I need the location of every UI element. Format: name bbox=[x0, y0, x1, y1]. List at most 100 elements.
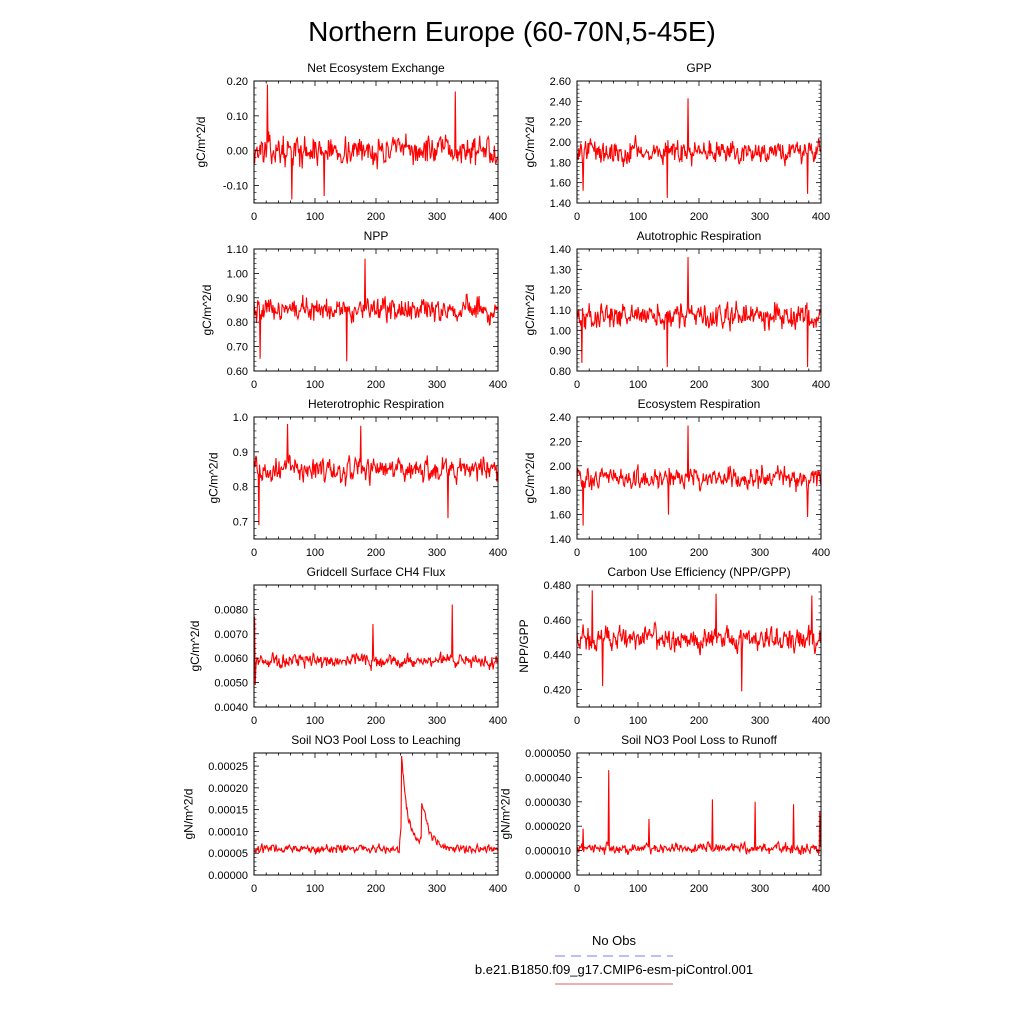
y-tick-label: 1.80 bbox=[550, 485, 571, 497]
x-tick-label: 300 bbox=[751, 379, 769, 391]
x-tick-label: 200 bbox=[690, 715, 708, 727]
y-tick-label: 0.000050 bbox=[525, 748, 571, 760]
y-tick-label: 0.480 bbox=[543, 580, 571, 592]
x-tick-label: 200 bbox=[367, 379, 385, 391]
y-tick-label: 1.0 bbox=[233, 412, 248, 424]
y-tick-label: 0.00020 bbox=[208, 783, 248, 795]
x-tick-label: 400 bbox=[812, 379, 830, 391]
y-tick-label: 0.460 bbox=[543, 615, 571, 627]
y-tick-label: 2.20 bbox=[550, 436, 571, 448]
x-tick-label: 400 bbox=[812, 883, 830, 895]
panel-title: Carbon Use Efficiency (NPP/GPP) bbox=[607, 565, 790, 579]
x-tick-label: 400 bbox=[812, 715, 830, 727]
x-tick-label: 300 bbox=[751, 211, 769, 223]
x-tick-label: 100 bbox=[306, 211, 324, 223]
x-tick-label: 300 bbox=[751, 715, 769, 727]
y-axis-label: gN/m^2/d bbox=[498, 789, 512, 840]
panel-7: 0 100 200 300 400 0.0040 0.0050 0.0060 0.0070 0.0… bbox=[188, 565, 507, 727]
y-tick-label: 1.30 bbox=[550, 264, 571, 276]
x-tick-label: 400 bbox=[812, 211, 830, 223]
y-tick-label: 2.40 bbox=[550, 412, 571, 424]
y-axis-label: gC/m^2/d bbox=[523, 117, 537, 168]
series-line bbox=[576, 590, 821, 692]
x-tick-label: 300 bbox=[428, 547, 446, 559]
legend-label-no-obs: No Obs bbox=[592, 933, 637, 948]
x-tick-label: 400 bbox=[812, 547, 830, 559]
x-tick-label: 200 bbox=[367, 547, 385, 559]
x-tick-label: 200 bbox=[367, 883, 385, 895]
series-line bbox=[253, 84, 498, 200]
x-tick-label: 100 bbox=[306, 883, 324, 895]
x-tick-label: 0 bbox=[251, 883, 257, 895]
y-tick-label: 0.00 bbox=[227, 146, 248, 158]
x-tick-label: 0 bbox=[574, 715, 580, 727]
y-tick-label: 0.000020 bbox=[525, 821, 571, 833]
x-tick-label: 100 bbox=[629, 547, 647, 559]
x-tick-label: 200 bbox=[690, 379, 708, 391]
y-tick-label: 1.10 bbox=[550, 305, 571, 317]
y-axis-label: gC/m^2/d bbox=[194, 117, 208, 168]
x-tick-label: 400 bbox=[489, 883, 507, 895]
x-tick-label: 400 bbox=[489, 547, 507, 559]
series-line bbox=[253, 755, 498, 856]
y-tick-label: 0.0070 bbox=[214, 629, 248, 641]
y-tick-label: 1.40 bbox=[550, 244, 571, 256]
y-tick-label: 0.8 bbox=[233, 482, 248, 494]
x-tick-label: 300 bbox=[428, 715, 446, 727]
y-tick-label: 1.40 bbox=[550, 198, 571, 210]
x-tick-label: 300 bbox=[751, 883, 769, 895]
y-tick-label: 1.60 bbox=[550, 510, 571, 522]
x-tick-label: 0 bbox=[251, 547, 257, 559]
x-tick-label: 100 bbox=[629, 211, 647, 223]
x-tick-label: 100 bbox=[629, 379, 647, 391]
y-tick-label: 0.000000 bbox=[525, 870, 571, 882]
y-tick-label: 2.40 bbox=[550, 96, 571, 108]
series-line bbox=[576, 425, 821, 526]
y-tick-label: 1.20 bbox=[550, 285, 571, 297]
legend-label-model: b.e21.B1850.f09_g17.CMIP6-esm-piControl.… bbox=[475, 962, 753, 977]
x-tick-label: 100 bbox=[306, 379, 324, 391]
y-axis-label: gC/m^2/d bbox=[523, 285, 537, 336]
x-tick-label: 400 bbox=[489, 211, 507, 223]
panel-title: Autotrophic Respiration bbox=[637, 229, 762, 243]
y-tick-label: 2.60 bbox=[550, 76, 571, 88]
panel-1: 0 100 200 300 400 -0.10 0.00 0.10 0.20 Net Ecosys… bbox=[194, 61, 507, 223]
x-tick-label: 200 bbox=[690, 211, 708, 223]
y-tick-label: 1.60 bbox=[550, 178, 571, 190]
panel-title: Soil NO3 Pool Loss to Leaching bbox=[291, 733, 460, 747]
x-tick-label: 100 bbox=[629, 883, 647, 895]
y-tick-label: 0.10 bbox=[227, 111, 248, 123]
panel-title: GPP bbox=[686, 61, 711, 75]
x-tick-label: 300 bbox=[428, 211, 446, 223]
panel-9: 0 100 200 300 400 0.00000 0.00005 0.00010 0.0001… bbox=[182, 733, 508, 895]
figure-title: Northern Europe (60-70N,5-45E) bbox=[308, 16, 716, 47]
x-tick-label: 200 bbox=[690, 547, 708, 559]
panel-10: 0 100 200 300 400 0.000000 0.000010 0.000020 0.0… bbox=[498, 733, 830, 895]
x-tick-label: 400 bbox=[489, 715, 507, 727]
y-tick-label: 1.10 bbox=[227, 244, 248, 256]
y-tick-label: -0.10 bbox=[223, 181, 248, 193]
y-tick-label: 0.440 bbox=[543, 650, 571, 662]
panel-8: 0 100 200 300 400 0.420 0.440 0.460 0.480 Carbon … bbox=[517, 565, 830, 727]
y-tick-label: 0.90 bbox=[227, 293, 248, 305]
panel-6: 0 100 200 300 400 1.40 1.60 1.80 2.00 2.20 2.40 Eco… bbox=[523, 397, 830, 559]
y-tick-label: 0.00015 bbox=[208, 805, 248, 817]
x-tick-label: 300 bbox=[751, 547, 769, 559]
y-tick-label: 0.000040 bbox=[525, 772, 571, 784]
x-tick-label: 0 bbox=[574, 547, 580, 559]
x-tick-label: 300 bbox=[428, 883, 446, 895]
y-tick-label: 0.60 bbox=[227, 366, 248, 378]
x-tick-label: 100 bbox=[306, 547, 324, 559]
y-tick-label: 0.00025 bbox=[208, 761, 248, 773]
series-line bbox=[576, 770, 821, 856]
x-tick-label: 0 bbox=[251, 715, 257, 727]
plot-frame bbox=[253, 80, 499, 204]
panel-5: 0 100 200 300 400 0.7 0.8 0.9 1.0 Heterotrophic R… bbox=[206, 397, 507, 559]
x-tick-label: 0 bbox=[574, 211, 580, 223]
y-tick-label: 1.00 bbox=[227, 268, 248, 280]
series-line bbox=[253, 423, 498, 526]
y-tick-label: 0.80 bbox=[550, 366, 571, 378]
y-axis-label: gC/m^2/d bbox=[200, 285, 214, 336]
y-tick-label: 0.80 bbox=[227, 317, 248, 329]
x-tick-label: 200 bbox=[367, 715, 385, 727]
